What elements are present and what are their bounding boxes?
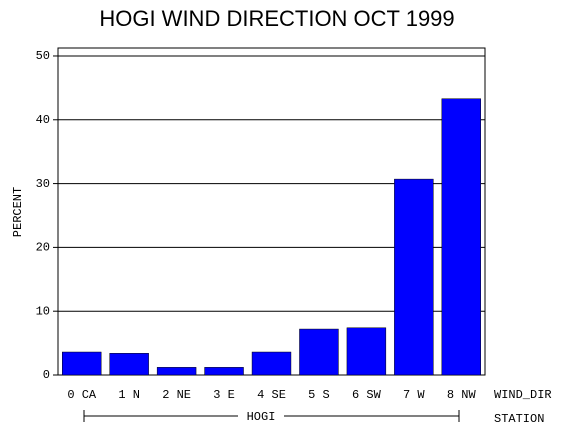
chart-title: HOGI WIND DIRECTION OCT 1999 xyxy=(99,6,454,31)
bar xyxy=(251,351,292,376)
bar xyxy=(109,353,149,376)
x-tick-label: 1 N xyxy=(118,388,140,402)
y-tick-label: 30 xyxy=(36,177,50,191)
bar xyxy=(299,328,339,376)
x-tick-label: 2 NE xyxy=(162,388,191,402)
bar xyxy=(394,178,434,376)
bar xyxy=(346,327,387,376)
y-tick-label: 10 xyxy=(36,304,50,318)
x-tick-label: 6 SW xyxy=(352,388,382,402)
x-tick-label: 4 SE xyxy=(257,388,286,402)
y-tick-label: 0 xyxy=(43,368,50,382)
bar xyxy=(441,98,481,376)
bar xyxy=(204,367,244,376)
x-axis-label: WIND_DIR xyxy=(494,388,552,402)
y-tick-label: 50 xyxy=(36,49,50,63)
y-tick-label: 20 xyxy=(36,241,50,255)
x-tick-label: 8 NW xyxy=(447,388,477,402)
group-axis-label: STATION xyxy=(494,412,544,426)
x-tick-label: 5 S xyxy=(308,388,330,402)
bar xyxy=(62,351,102,376)
group-label: HOGI xyxy=(247,410,276,424)
x-tick-label: 7 W xyxy=(403,388,425,402)
bar xyxy=(156,367,197,376)
y-tick-label: 40 xyxy=(36,113,50,127)
x-tick-label: 3 E xyxy=(213,388,235,402)
x-tick-label: 0 CA xyxy=(67,388,97,402)
y-axis-label: PERCENT xyxy=(11,187,25,237)
